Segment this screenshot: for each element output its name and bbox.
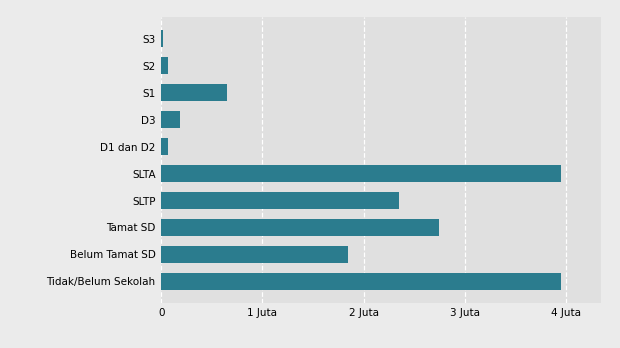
- Bar: [161, 111, 180, 128]
- Bar: [161, 192, 399, 209]
- Bar: [161, 57, 168, 74]
- Bar: [161, 84, 227, 101]
- Bar: [161, 246, 348, 263]
- Bar: [161, 273, 561, 290]
- Bar: [161, 219, 440, 236]
- Bar: [161, 165, 561, 182]
- Bar: [161, 138, 168, 155]
- Bar: [161, 30, 162, 47]
